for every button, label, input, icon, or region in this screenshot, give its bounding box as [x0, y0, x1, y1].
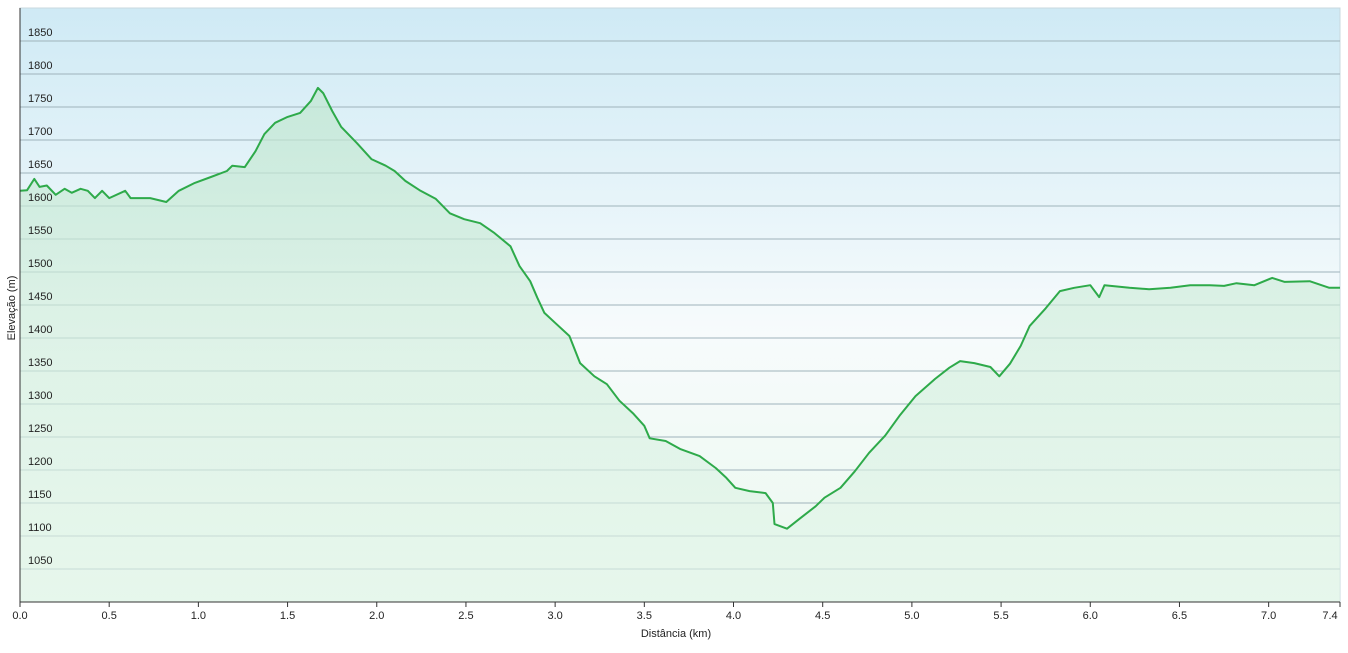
y-tick-label: 1300 [28, 390, 52, 402]
x-tick-label: 3.5 [637, 610, 652, 622]
y-tick-label: 1750 [28, 93, 52, 105]
y-tick-label: 1550 [28, 225, 52, 237]
x-tick-label: 3.0 [547, 610, 562, 622]
x-tick-label: 7.4 [1322, 610, 1337, 622]
x-axis-label: Distância (km) [641, 628, 711, 640]
y-tick-label: 1800 [28, 60, 52, 72]
elevation-line [19, 86, 1340, 530]
axes: 1050 1100 1150 1200 1250 1300 1350 1400 1450 1500… [12, 8, 1341, 622]
y-tick-label: 1200 [28, 456, 52, 468]
x-tick-label: 0.5 [102, 610, 117, 622]
x-tick-label: 5.0 [904, 610, 919, 622]
y-tick-label: 1500 [28, 258, 52, 270]
x-tick-label: 6.0 [1083, 610, 1098, 622]
y-tick-label: 1250 [28, 423, 52, 435]
y-tick-label: 1600 [28, 192, 52, 204]
y-tick-label: 1650 [28, 159, 52, 171]
marks [19, 86, 1340, 602]
y-tick-label: 1450 [28, 291, 52, 303]
x-tick-label: 7.0 [1261, 610, 1276, 622]
x-tick-label: 1.5 [280, 610, 295, 622]
y-tick-label: 1050 [28, 555, 52, 567]
x-tick-label: 4.5 [815, 610, 830, 622]
x-tick-label: 0.0 [12, 610, 27, 622]
x-tick-label: 2.0 [369, 610, 384, 622]
y-tick-label: 1350 [28, 357, 52, 369]
y-tick-label: 1400 [28, 324, 52, 336]
y-tick-label: 1850 [28, 27, 52, 39]
x-tick-label: 2.5 [458, 610, 473, 622]
x-tick-label: 6.5 [1172, 610, 1187, 622]
area-fill [20, 87, 1340, 602]
y-tick-label: 1700 [28, 126, 52, 138]
y-axis-label: Elevação (m) [6, 276, 18, 341]
x-tick-label: 5.5 [993, 610, 1008, 622]
x-tick-label: 4.0 [726, 610, 741, 622]
x-tick-label: 1.0 [191, 610, 206, 622]
y-tick-label: 1150 [28, 489, 52, 501]
y-tick-label: 1100 [28, 522, 52, 534]
